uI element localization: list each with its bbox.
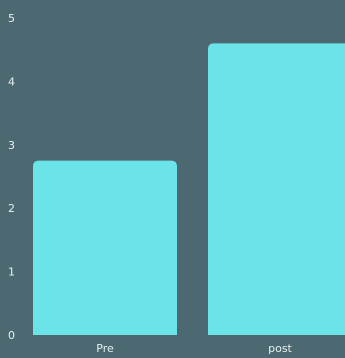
bar-post	[208, 43, 345, 335]
y-tick-label-5: 5	[8, 12, 15, 25]
y-axis: 0 1 2 3 4 5	[8, 12, 15, 342]
x-tick-label-pre: Pre	[96, 342, 114, 355]
bars	[33, 43, 345, 335]
y-tick-label-4: 4	[8, 75, 15, 88]
bar-pre	[33, 160, 177, 335]
x-tick-label-post: post	[268, 342, 292, 355]
y-tick-label-0: 0	[8, 329, 15, 342]
y-tick-label-3: 3	[8, 139, 15, 152]
y-tick-label-2: 2	[8, 202, 15, 215]
x-axis: Pre post	[96, 342, 292, 355]
y-tick-label-1: 1	[8, 266, 15, 279]
